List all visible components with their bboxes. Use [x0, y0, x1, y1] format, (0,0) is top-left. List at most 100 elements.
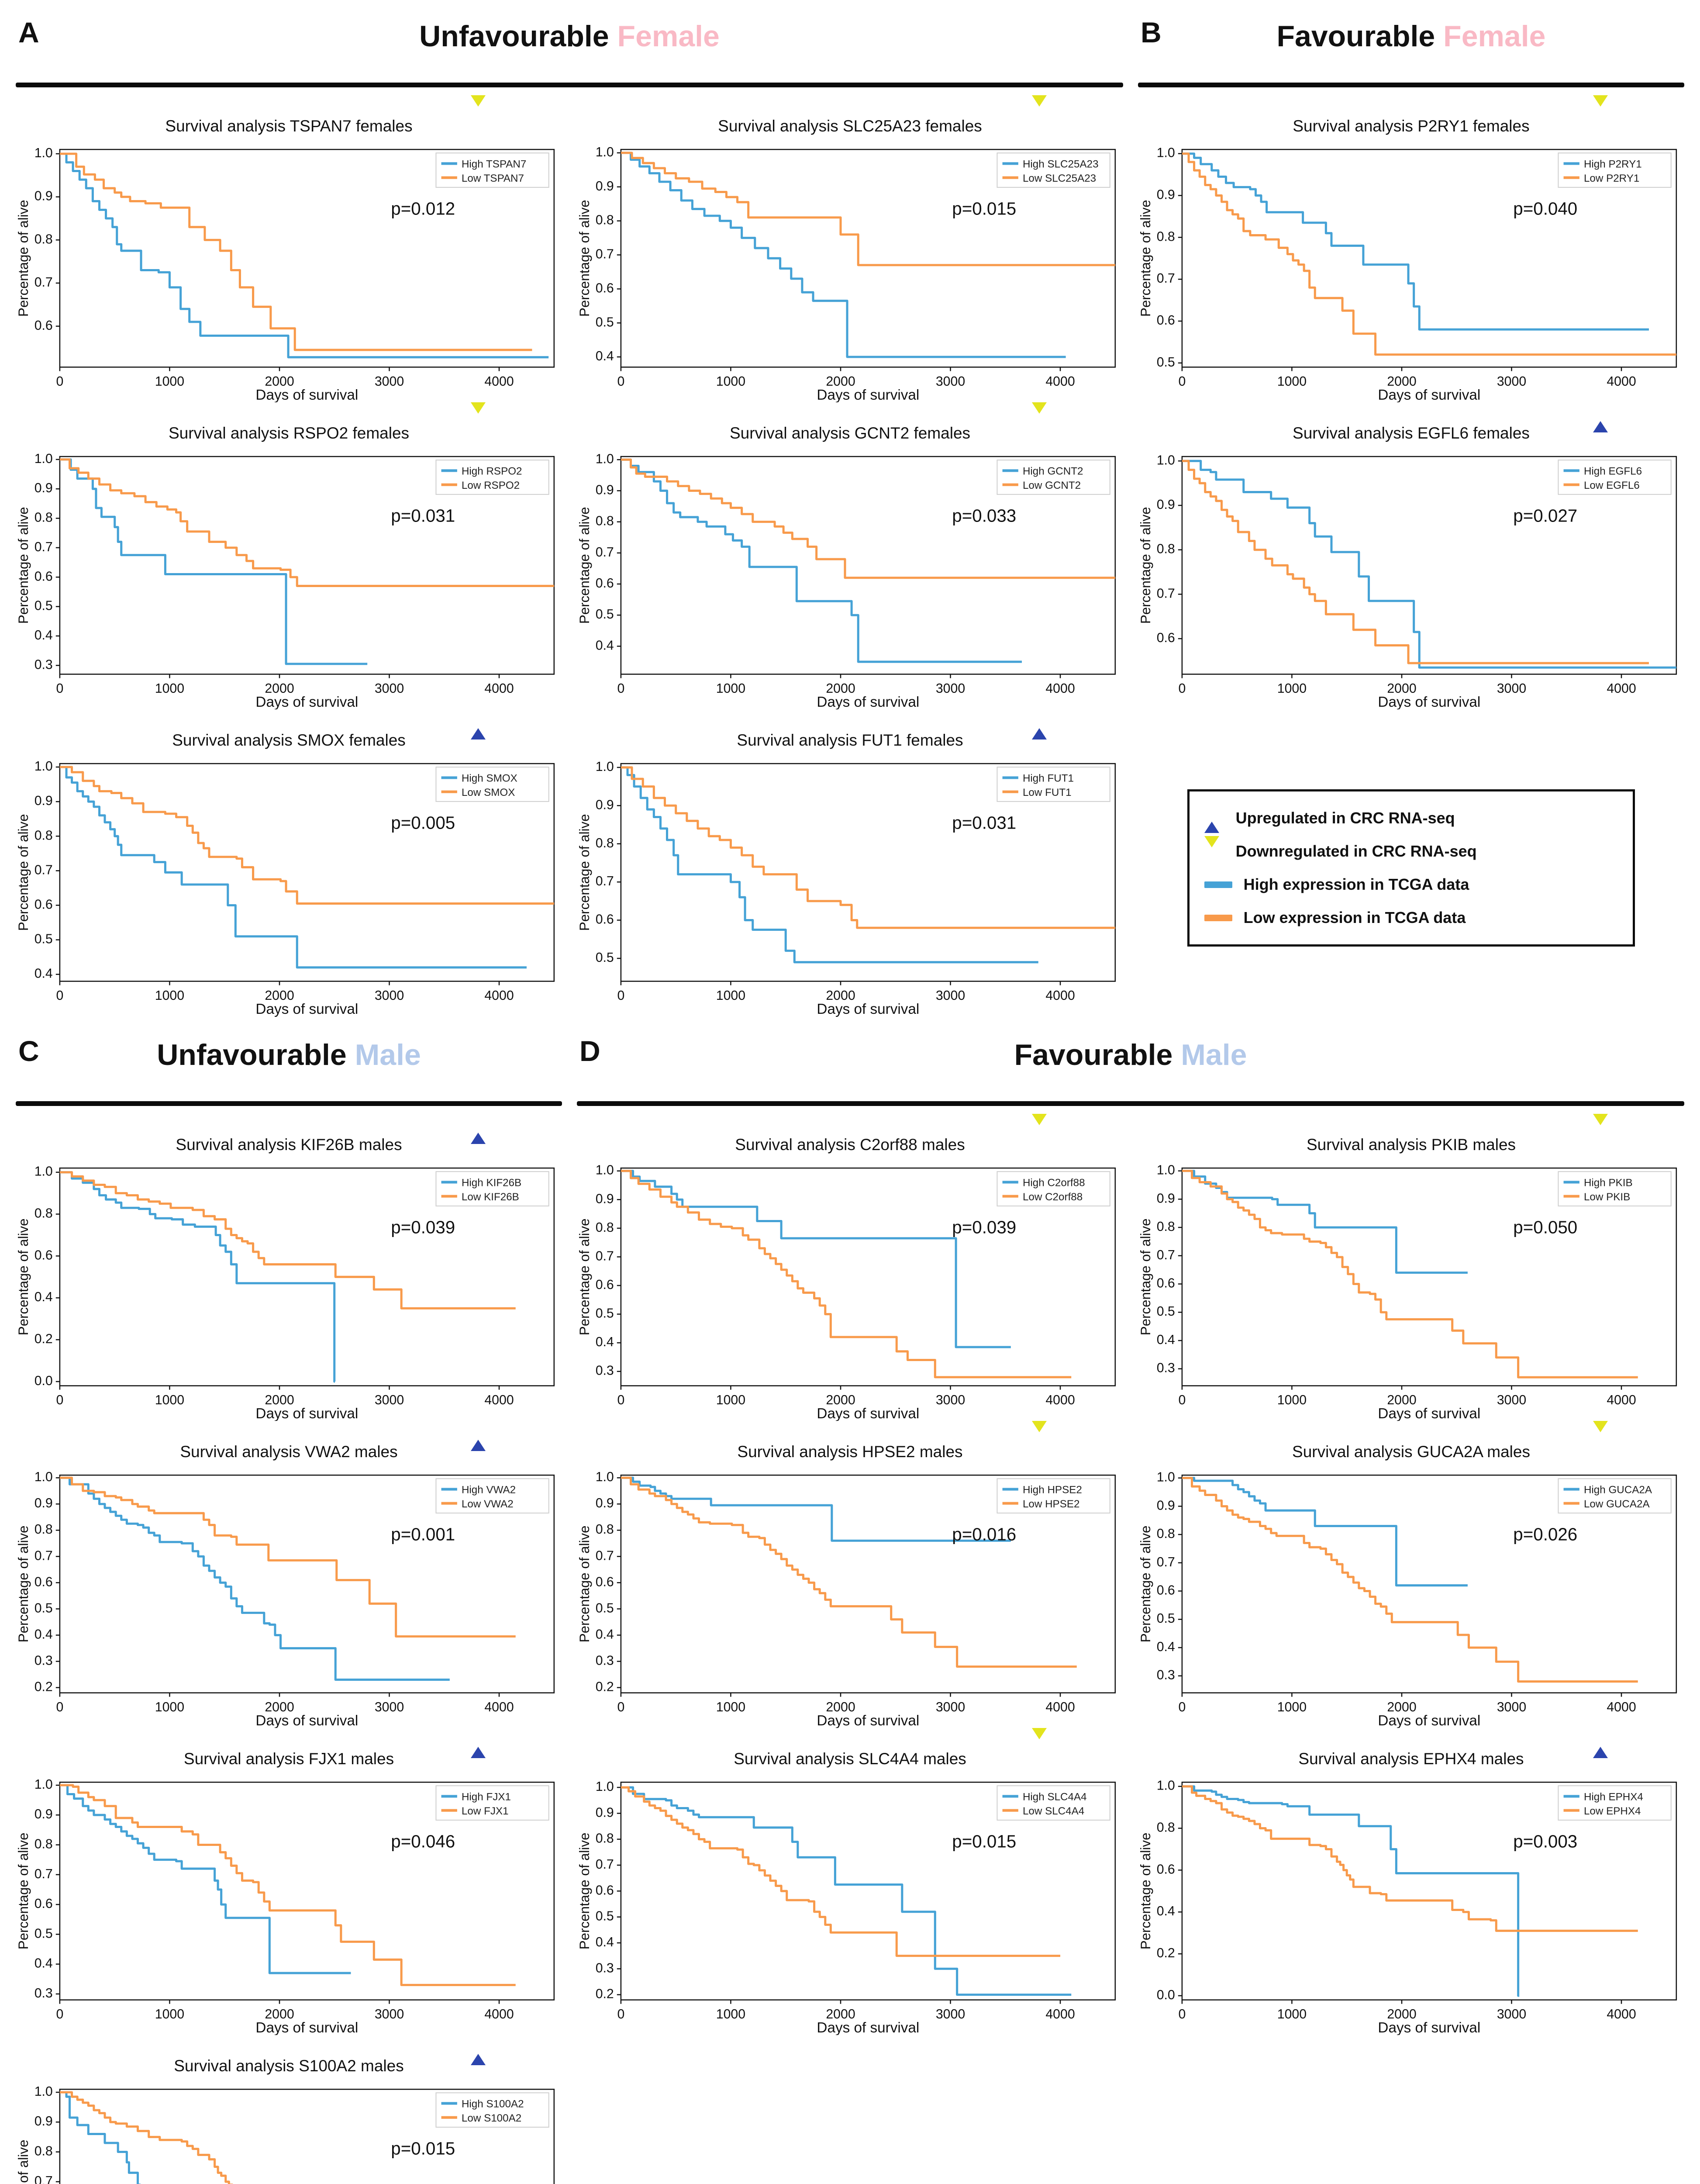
plot-legend: [435, 460, 549, 495]
p-value: p=0.046: [391, 1832, 455, 1852]
chart-slc4a4-males: Survival analysis SLC4A4 males 0.2 0.3 0.4 0…: [577, 1728, 1123, 2035]
x-tick-label: 0: [617, 988, 624, 1003]
low-series-line: [621, 459, 1115, 579]
x-tick-label: 4000: [1045, 2007, 1075, 2022]
y-tick-label: 0.6: [596, 1883, 614, 1897]
plot-legend-label: Low SMOX: [462, 787, 515, 798]
low-series-line: [59, 2091, 233, 2184]
y-tick-label: 0.7: [1157, 1555, 1175, 1569]
y-tick-label: 0.4: [596, 639, 614, 653]
chart-title: Survival analysis EPHX4 males: [1298, 1750, 1524, 1768]
down-arrow-icon: [1032, 1113, 1052, 1133]
x-tick-label: 4000: [1045, 1700, 1075, 1714]
x-tick-label: 3000: [936, 1700, 965, 1714]
y-tick-label: 0.9: [34, 1496, 53, 1510]
chart-rspo2-females: Survival analysis RSPO2 females 0.3 0.4 0.5…: [16, 402, 562, 709]
figure-legend-box: Upregulated in CRC RNA-seq Downregulated…: [1187, 789, 1635, 947]
down-arrow-icon: [1032, 1420, 1052, 1440]
plot-frame: [620, 1474, 1116, 1693]
x-tick-label: 4000: [484, 1700, 514, 1714]
x-tick-label: 2000: [265, 1700, 294, 1714]
chart-s100a2-males: Survival analysis S100A2 males0.30.40.50…: [16, 2045, 562, 2184]
y-tick-label: 0.9: [596, 1805, 614, 1820]
y-tick-label: 0.3: [34, 1653, 53, 1668]
x-axis-label: Days of survival: [1378, 387, 1480, 402]
y-tick-label: 0.4: [1157, 1333, 1175, 1347]
y-tick-label: 0.3: [1157, 1668, 1175, 1683]
p-value: p=0.050: [1513, 1217, 1577, 1237]
chart-kif26b-males: Survival analysis KIF26B males 0.0 0.2 0.4 0…: [16, 1123, 562, 1421]
chart-header: Survival analysis SLC4A4 males: [577, 1728, 1123, 1775]
y-tick-label: 0.8: [1157, 1821, 1175, 1835]
y-tick-label: 1.0: [34, 1470, 53, 1484]
survival-plot: 0.0 0.2 0.4 0.6 0.8 1.0 0 1000 2000 3000 4000 Days …: [16, 1164, 555, 1421]
p-value: p=0.003: [1513, 1832, 1577, 1852]
x-tick-label: 0: [56, 1393, 63, 1407]
x-tick-label: 1000: [155, 1700, 184, 1714]
x-tick-label: 0: [1178, 374, 1186, 389]
y-tick-label: 0.6: [596, 281, 614, 295]
low-series-line: [1182, 1785, 1638, 1932]
y-tick-label: 0.4: [34, 1290, 53, 1304]
y-tick-label: 0.8: [1157, 1220, 1175, 1234]
y-tick-label: 0.8: [34, 511, 53, 525]
survival-plot: 0.6 0.7 0.8 0.9 1.0 0 1000 2000 3000 4000 Days of …: [16, 146, 555, 402]
plot-frame: [1181, 1474, 1677, 1693]
legend-item-label: Upregulated in CRC RNA-seq: [1235, 809, 1455, 827]
y-axis-label: Percentage of alive: [577, 814, 592, 931]
x-tick-label: 2000: [826, 1700, 855, 1714]
y-tick-label: 0.7: [34, 1867, 53, 1881]
plot-legend-label: Low SLC4A4: [1023, 1805, 1084, 1817]
plot-legend: [997, 1171, 1110, 1206]
x-tick-label: 2000: [1387, 1393, 1416, 1407]
y-tick-label: 0.4: [596, 1627, 614, 1641]
chart-fut1-females: Survival analysis FUT1 females 0.5 0.6 0.7 0…: [577, 719, 1123, 1017]
plot-frame: [59, 763, 555, 982]
down-arrow-icon: [1593, 95, 1613, 114]
y-tick-label: 0.5: [596, 315, 614, 329]
x-tick-label: 4000: [1045, 988, 1075, 1003]
plot-legend: [997, 1785, 1110, 1821]
high-series-line: [621, 1786, 1072, 1996]
high-series-line: [59, 766, 527, 969]
plot-legend-label: High PKIB: [1584, 1177, 1633, 1189]
panel-label-b: B: [1141, 16, 1162, 48]
plot-legend: [435, 767, 549, 802]
y-tick-label: 0.6: [34, 1897, 53, 1911]
y-tick-label: 0.7: [1157, 587, 1175, 601]
x-tick-label: 2000: [265, 681, 294, 696]
p-value: p=0.015: [952, 199, 1016, 219]
x-tick-label: 1000: [1277, 681, 1307, 696]
y-tick-label: 0.6: [1157, 1863, 1175, 1877]
x-tick-label: 0: [617, 2007, 624, 2022]
x-axis-label: Days of survival: [255, 1002, 358, 1017]
survival-plot: 0.3 0.4 0.5 0.6 0.7 0.8 0.9 1.0 0 1000 2000 3000 400…: [577, 1163, 1116, 1421]
low-expression-line-icon: [1204, 914, 1232, 921]
y-axis-label: Percentage of alive: [1138, 1833, 1153, 1950]
x-axis-label: Days of survival: [817, 1002, 919, 1017]
plot-frame: [1181, 1781, 1677, 2001]
p-value: p=0.016: [952, 1524, 1016, 1545]
y-tick-label: 0.8: [1157, 542, 1175, 556]
low-series-line: [59, 766, 554, 905]
y-tick-label: 0.7: [1157, 1248, 1175, 1262]
plot-legend-label: Low C2orf88: [1023, 1191, 1083, 1203]
high-series-line: [1182, 1476, 1468, 1586]
chart-title: Survival analysis FUT1 females: [737, 731, 963, 750]
p-value: p=0.027: [1513, 506, 1577, 526]
x-tick-label: 3000: [936, 2007, 965, 2022]
y-axis-label: Percentage of alive: [577, 1218, 592, 1335]
plot-frame: [620, 149, 1116, 368]
y-tick-label: 0.6: [34, 569, 53, 584]
x-axis-label: Days of survival: [817, 1713, 919, 1728]
y-tick-label: 0.5: [34, 1926, 53, 1941]
high-series-line: [1182, 1785, 1520, 1997]
y-tick-label: 0.6: [596, 1575, 614, 1589]
x-tick-label: 0: [56, 681, 63, 696]
legend-item-high-expression: High expression in TCGA data: [1204, 875, 1618, 894]
panel-a-subject: Female: [617, 20, 720, 53]
plot-legend-label: Low RSPO2: [462, 480, 520, 491]
chart-header: Survival analysis KIF26B males: [16, 1123, 562, 1161]
low-series-line: [59, 1171, 516, 1310]
plot-legend-label: High FUT1: [1023, 773, 1074, 784]
